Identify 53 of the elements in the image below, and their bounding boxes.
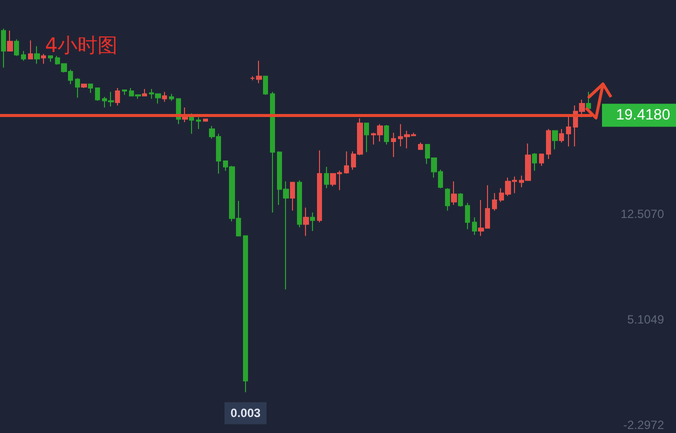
candlestick <box>290 182 295 212</box>
candlestick <box>418 142 423 150</box>
candlestick <box>115 88 120 106</box>
candlestick <box>458 192 463 208</box>
candlestick <box>189 112 194 134</box>
candlestick <box>539 154 544 166</box>
candlestick <box>324 166 329 189</box>
candlestick <box>586 91 591 109</box>
y-tick-label: 12.5070 <box>620 206 664 221</box>
candlestick <box>559 128 564 143</box>
candlestick <box>122 90 127 96</box>
candlestick <box>81 84 87 89</box>
ref-line-label: 19.4180 <box>616 106 670 124</box>
candlestick <box>552 130 558 150</box>
candlestick <box>41 53 46 64</box>
candlestick <box>263 76 268 96</box>
text: 4小时图 <box>45 33 118 57</box>
candlestick <box>243 235 248 393</box>
candlestick <box>34 46 40 64</box>
candlestick <box>75 78 80 98</box>
candlestick <box>14 38 19 56</box>
candlestick <box>1 28 6 68</box>
candlestick <box>310 212 315 232</box>
candlestick <box>28 40 33 60</box>
candlestick <box>169 93 174 102</box>
candlestick <box>142 88 147 96</box>
annotation: 0.003 <box>230 406 261 420</box>
candlestick <box>451 180 457 206</box>
candlestick <box>270 91 275 214</box>
candlestick <box>162 91 167 102</box>
candlestick <box>384 124 389 145</box>
candlestick <box>532 152 537 172</box>
y-tick-label: 5.1049 <box>627 312 664 326</box>
candlestick <box>21 50 26 62</box>
candlestick <box>95 88 100 102</box>
candlestick <box>48 55 53 62</box>
candlestick <box>445 188 450 212</box>
candlestick <box>364 122 369 153</box>
candlestick <box>297 180 302 228</box>
candlestick <box>344 150 349 174</box>
candlestick <box>303 207 309 236</box>
candlestick <box>7 30 13 52</box>
candlestick <box>566 116 571 147</box>
candlestick <box>88 84 93 94</box>
candlestick <box>472 216 477 236</box>
candlestick <box>203 118 208 122</box>
candlestick <box>196 116 201 130</box>
candlestick <box>465 202 470 230</box>
candlestick <box>492 192 497 212</box>
candlestick <box>391 132 396 158</box>
candlestick <box>317 150 322 223</box>
y-tick-label: -2.2972 <box>623 418 664 432</box>
candlestick <box>546 128 551 160</box>
